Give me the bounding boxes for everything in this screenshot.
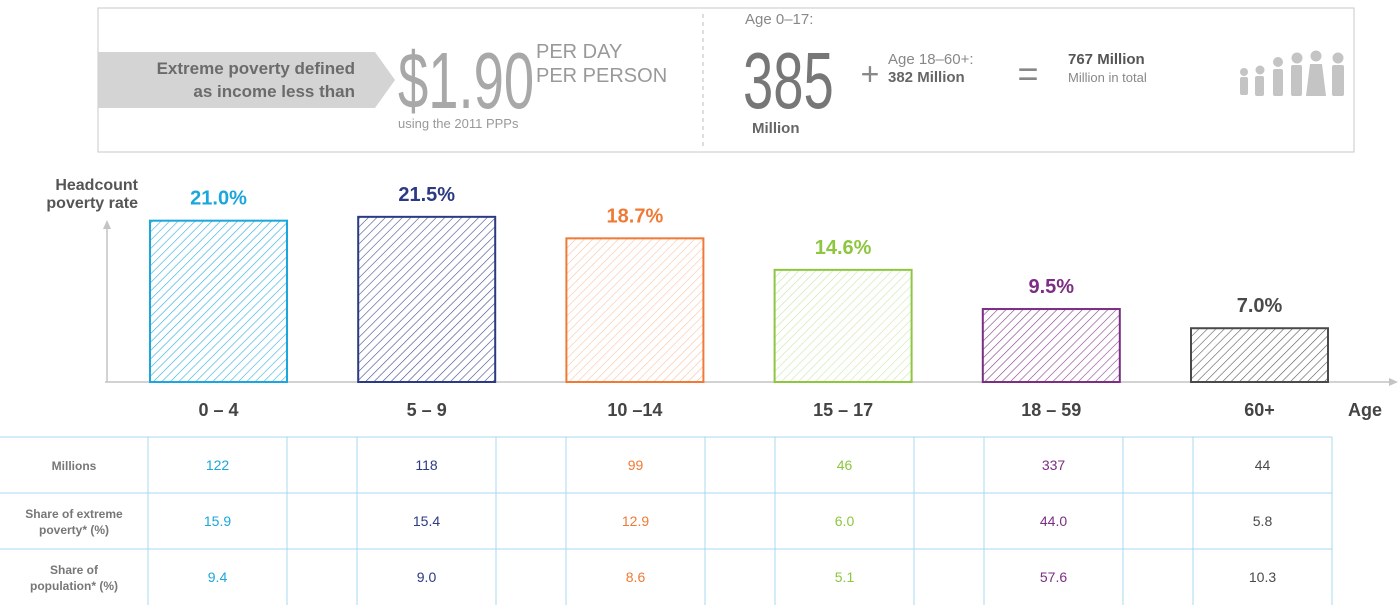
table-cell: 46 xyxy=(837,457,853,473)
value-label: 14.6% xyxy=(815,237,872,259)
table-cell: 44.0 xyxy=(1040,513,1067,529)
value-label: 18.7% xyxy=(607,205,664,227)
value-label: 21.0% xyxy=(190,188,247,210)
y-axis-arrow xyxy=(103,220,111,229)
header: Extreme poverty defined as income less t… xyxy=(97,7,1355,153)
amount-note: using the 2011 PPPs xyxy=(398,116,519,131)
definition-arrow xyxy=(98,52,395,108)
amount-unit: PER PERSON xyxy=(536,65,667,87)
table-cell: 99 xyxy=(628,457,644,473)
adults-value: 382 Million xyxy=(888,69,965,86)
bar xyxy=(1190,327,1329,383)
definition-line: as income less than xyxy=(193,82,355,101)
value-label: 21.5% xyxy=(398,184,455,206)
table-cell: 122 xyxy=(206,457,230,473)
value-label: 9.5% xyxy=(1029,276,1075,298)
children-label: Age 0–17: xyxy=(745,11,813,28)
table-cell: 9.4 xyxy=(208,569,228,585)
definition-line: Extreme poverty defined xyxy=(157,59,355,78)
total-value: 767 Million xyxy=(1068,51,1145,68)
table-cell: 8.6 xyxy=(626,569,646,585)
x-tick-label: 5 – 9 xyxy=(407,400,447,420)
table-cell: 10.3 xyxy=(1249,569,1276,585)
bar xyxy=(773,268,913,384)
table-cell: 6.0 xyxy=(835,513,855,529)
row-label: Millions xyxy=(52,459,97,473)
x-tick-label: 10 –14 xyxy=(607,400,662,420)
value-label: 7.0% xyxy=(1237,295,1283,317)
x-tick-label: 0 – 4 xyxy=(198,400,238,420)
y-axis-label: poverty rate xyxy=(46,195,138,212)
table-cell: 15.4 xyxy=(413,513,440,529)
y-axis-label: Headcount xyxy=(55,177,138,194)
amount-unit: PER DAY xyxy=(536,41,622,63)
bar xyxy=(357,215,497,383)
total-label: Million in total xyxy=(1068,70,1147,85)
row-label: poverty* (%) xyxy=(39,523,109,537)
table-cell: 5.8 xyxy=(1253,513,1273,529)
x-axis-arrow xyxy=(1389,378,1398,386)
amount: $1.90 xyxy=(398,37,534,126)
table-cell: 118 xyxy=(415,457,438,473)
row-label: population* (%) xyxy=(30,579,118,593)
chart: Headcount poverty rate Age 21.0% 0 – 4 21.… xyxy=(46,177,1398,420)
bar xyxy=(565,237,705,383)
x-tick-label: 60+ xyxy=(1244,400,1275,420)
table-cell: 44 xyxy=(1255,457,1271,473)
x-tick-label: 18 – 59 xyxy=(1021,400,1081,420)
people-icons xyxy=(1240,50,1344,96)
table-cell: 15.9 xyxy=(204,513,231,529)
bar xyxy=(149,219,288,383)
row-label: Share of extreme xyxy=(25,507,123,521)
equals: = xyxy=(1017,53,1038,94)
plus: + xyxy=(861,56,880,92)
x-tick-label: 15 – 17 xyxy=(813,400,873,420)
table-cell: 9.0 xyxy=(417,569,437,585)
table: Millions 122 118 99 46 337 44 Share of extreme p… xyxy=(0,436,1333,605)
children-unit: Million xyxy=(752,120,800,137)
row-label: Share of xyxy=(50,563,99,577)
table-cell: 57.6 xyxy=(1040,569,1067,585)
x-axis-label: Age xyxy=(1348,400,1382,420)
table-cell: 5.1 xyxy=(835,569,855,585)
table-cell: 337 xyxy=(1042,457,1066,473)
children-value: 385 xyxy=(743,37,834,126)
table-cell: 12.9 xyxy=(622,513,649,529)
bar xyxy=(981,308,1121,384)
adults-label: Age 18–60+: xyxy=(888,51,974,68)
